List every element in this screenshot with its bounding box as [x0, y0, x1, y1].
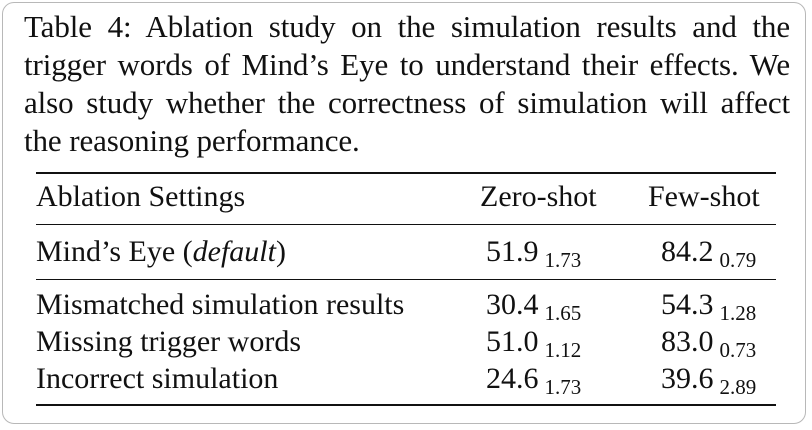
zero-std: 1.65 [544, 301, 582, 325]
row-zero-shot: 24.6 1.73 [486, 362, 582, 399]
bottom-rule [36, 404, 776, 406]
default-row-zero-shot: 51.9 1.73 [486, 235, 582, 272]
row-few-shot: 83.0 0.73 [661, 325, 757, 362]
few-mean: 39.6 [661, 362, 714, 395]
header-rule [36, 224, 776, 225]
zero-std: 1.12 [544, 338, 582, 362]
zero-mean: 30.4 [486, 288, 539, 321]
zero-mean: 51.0 [486, 325, 539, 358]
default-row-label-main: Mind’s Eye ( [36, 235, 193, 268]
top-rule [36, 172, 776, 174]
few-mean: 54.3 [661, 288, 714, 321]
row-zero-shot: 30.4 1.65 [486, 288, 582, 325]
default-row-label-italic: default [192, 235, 276, 268]
row-few-shot: 39.6 2.89 [661, 362, 757, 399]
table-card [2, 2, 806, 424]
row-label: Incorrect simulation [36, 362, 279, 395]
default-zero-mean: 51.9 [486, 235, 539, 268]
row-zero-shot: 51.0 1.12 [486, 325, 582, 362]
mid-rule [36, 279, 776, 280]
table-caption: Table 4: Ablation study on the simulatio… [24, 9, 790, 158]
row-label: Missing trigger words [36, 325, 301, 358]
few-mean: 83.0 [661, 325, 714, 358]
header-ablation-settings: Ablation Settings [36, 180, 246, 213]
row-label: Mismatched simulation results [36, 288, 405, 321]
header-few-shot: Few-shot [648, 180, 760, 213]
header-zero-shot: Zero-shot [480, 180, 597, 213]
default-few-mean: 84.2 [661, 235, 714, 268]
default-row-label: Mind’s Eye (default) [36, 235, 286, 269]
row-few-shot: 54.3 1.28 [661, 288, 757, 325]
few-std: 0.73 [719, 338, 757, 362]
few-std: 1.28 [719, 301, 757, 325]
few-std: 2.89 [719, 375, 757, 399]
default-zero-std: 1.73 [544, 248, 582, 272]
zero-std: 1.73 [544, 375, 582, 399]
default-row-label-close: ) [275, 235, 286, 268]
default-few-std: 0.79 [719, 248, 757, 272]
default-row-few-shot: 84.2 0.79 [661, 235, 757, 272]
zero-mean: 24.6 [486, 362, 539, 395]
